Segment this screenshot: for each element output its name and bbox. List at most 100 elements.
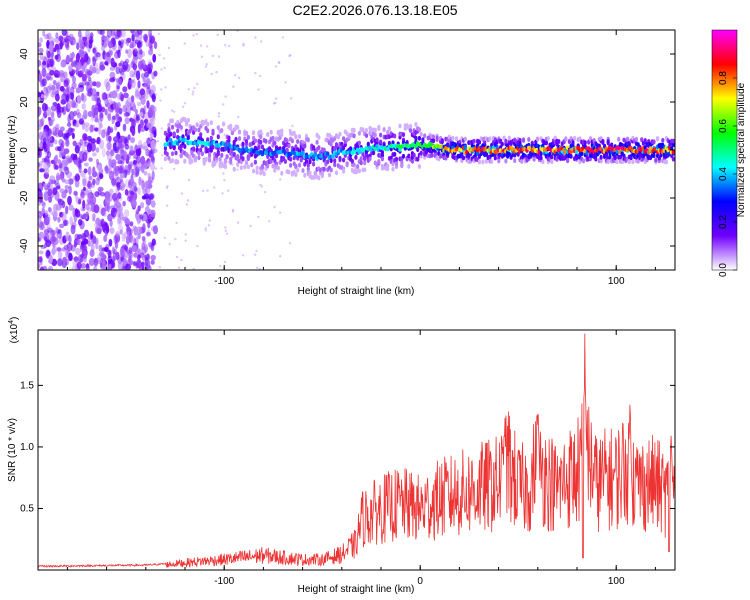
noise-cell — [137, 186, 141, 196]
spectrogram-cell — [671, 149, 675, 155]
noise-cell — [94, 191, 100, 198]
noise-cell — [113, 168, 118, 175]
noise-cell — [115, 231, 121, 237]
noise-cell — [68, 111, 75, 121]
noise-cell — [38, 124, 42, 131]
spectrogram-cell — [550, 154, 554, 160]
noise-cell — [120, 39, 125, 45]
spectrogram-cell — [313, 152, 318, 157]
noise-cell — [77, 237, 81, 246]
noise-cell — [150, 242, 155, 252]
spectrogram-cell — [616, 145, 621, 151]
noise-cell — [185, 203, 188, 206]
noise-cell — [39, 221, 44, 231]
noise-cell — [140, 164, 145, 174]
spectrogram-cell — [274, 153, 279, 159]
colorbar: 0.0 0.2 0.4 0.6 0.8 Normalized spectral ampl… — [711, 29, 747, 277]
noise-cell — [253, 253, 257, 256]
spectrogram-cell — [287, 143, 291, 149]
noise-cell — [124, 217, 131, 226]
noise-cell — [131, 168, 135, 176]
spectrogram-cell — [610, 142, 614, 148]
noise-cell — [131, 33, 135, 42]
noise-cell — [208, 219, 212, 222]
noise-cell — [117, 49, 121, 59]
noise-cell — [160, 68, 163, 71]
noise-cell — [105, 81, 111, 92]
noise-cell — [115, 251, 120, 261]
spectrogram-cell — [211, 144, 215, 150]
noise-cell — [59, 223, 65, 229]
spectrogram-cell — [363, 160, 367, 166]
noise-cell — [223, 133, 226, 136]
spectrogram-cell — [246, 164, 250, 170]
noise-cell — [87, 166, 92, 176]
noise-cell — [85, 211, 89, 218]
noise-cell — [71, 132, 75, 140]
spectrogram-cell — [507, 135, 511, 141]
noise-cell — [223, 260, 227, 264]
noise-cell — [47, 182, 51, 189]
noise-cell — [76, 174, 81, 181]
noise-cell — [85, 203, 90, 211]
noise-cell — [65, 205, 69, 215]
spectrogram-cell — [419, 150, 423, 156]
noise-cell — [43, 147, 48, 152]
noise-cell — [103, 211, 107, 217]
noise-cell — [114, 200, 118, 206]
noise-cell — [82, 36, 88, 41]
spectrogram-cell — [454, 136, 459, 142]
noise-cell — [80, 263, 87, 269]
noise-cell — [150, 84, 157, 94]
spectrogram-cell — [581, 158, 586, 164]
noise-cell — [100, 190, 104, 197]
spectrogram-cell — [350, 158, 354, 164]
noise-cell — [104, 246, 109, 252]
noise-cell — [196, 82, 199, 86]
noise-cell — [104, 98, 108, 105]
noise-cell — [70, 72, 74, 78]
noise-cell — [38, 182, 44, 192]
noise-cell — [105, 224, 110, 234]
noise-cell — [135, 259, 142, 269]
noise-cell — [54, 54, 59, 60]
noise-cell — [65, 54, 71, 64]
noise-cell — [64, 185, 70, 190]
noise-cell — [186, 199, 190, 202]
noise-cell — [136, 154, 141, 164]
colorbar-tick-label: 0.0 — [718, 263, 729, 277]
noise-cell — [224, 44, 227, 47]
noise-cell — [205, 63, 208, 66]
noise-cell — [75, 247, 81, 256]
noise-cell — [84, 81, 90, 86]
noise-cell — [53, 203, 58, 213]
noise-cell — [163, 236, 166, 239]
noise-cell — [47, 266, 54, 270]
noise-cell — [278, 61, 281, 64]
noise-cell — [109, 193, 113, 202]
spectrogram-cell — [266, 132, 270, 137]
noise-cell — [40, 118, 44, 127]
noise-cell — [75, 52, 80, 63]
noise-cell — [288, 54, 291, 58]
noise-cell — [68, 185, 72, 195]
noise-cell — [141, 180, 145, 190]
spectrogram-cell — [334, 170, 339, 176]
spectrogram-cell — [301, 168, 305, 173]
noise-cell — [227, 160, 230, 164]
noise-cell — [96, 136, 101, 145]
spectrogram-cell — [401, 153, 406, 159]
spectrogram-cell — [273, 167, 277, 173]
noise-cell — [46, 151, 52, 159]
spectrogram-cell — [398, 123, 402, 129]
x-tick-label: 0 — [417, 576, 423, 587]
noise-cell — [129, 228, 133, 235]
spectrogram-cell — [601, 139, 605, 145]
noise-cell — [150, 259, 155, 265]
noise-cell — [81, 232, 85, 242]
noise-cell — [52, 126, 58, 136]
noise-cell — [140, 155, 146, 165]
noise-cell — [140, 73, 145, 79]
spectrogram-cell — [634, 136, 639, 142]
noise-cell — [120, 145, 124, 154]
